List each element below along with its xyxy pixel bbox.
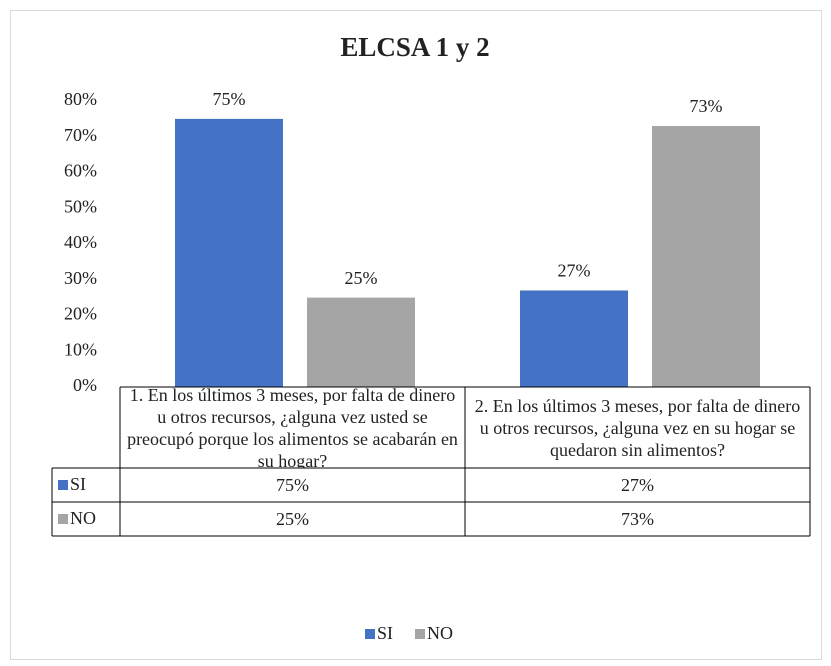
y-tick-label: 30% — [64, 268, 97, 288]
table-category-box: 2. En los últimos 3 meses, por falta de … — [474, 395, 801, 460]
y-tick-label: 20% — [64, 304, 97, 324]
y-tick-label: 80% — [64, 89, 97, 109]
table-value: 27% — [621, 475, 654, 495]
y-tick-label: 50% — [64, 196, 97, 216]
table-value-box: 27% — [621, 475, 654, 495]
data-label: 73% — [690, 96, 723, 116]
data-label: 27% — [558, 261, 591, 281]
table-value: 75% — [276, 475, 309, 495]
bar — [520, 290, 628, 387]
table-series-name: NO — [70, 508, 96, 528]
bar — [652, 126, 760, 388]
legend-swatch — [365, 629, 375, 639]
table-value: 25% — [276, 509, 309, 529]
legend-label: SI — [377, 623, 393, 643]
table-value-box: 75% — [276, 475, 309, 495]
y-tick-label: 10% — [64, 339, 97, 359]
legend-label: NO — [427, 623, 453, 643]
legend-swatch — [415, 629, 425, 639]
data-label: 25% — [345, 268, 378, 288]
bar — [175, 118, 283, 387]
bar — [307, 297, 415, 387]
y-tick-label: 0% — [73, 375, 97, 395]
table-value-box: 25% — [276, 509, 309, 529]
table-value: 73% — [621, 509, 654, 529]
legend-key — [58, 480, 68, 490]
table-value-box: 73% — [621, 509, 654, 529]
legend-key — [58, 514, 68, 524]
y-tick-label: 60% — [64, 161, 97, 181]
y-tick-label: 70% — [64, 125, 97, 145]
table-category-box: 1. En los últimos 3 meses, por falta de … — [127, 387, 458, 468]
data-label: 75% — [213, 89, 246, 109]
table-category: 1. En los últimos 3 meses, por falta de … — [127, 387, 458, 468]
table-category: 2. En los últimos 3 meses, por falta de … — [474, 395, 801, 460]
y-tick-label: 40% — [64, 232, 97, 252]
chart-title: ELCSA 1 y 2 — [340, 32, 489, 62]
table-series-name: SI — [70, 474, 86, 494]
